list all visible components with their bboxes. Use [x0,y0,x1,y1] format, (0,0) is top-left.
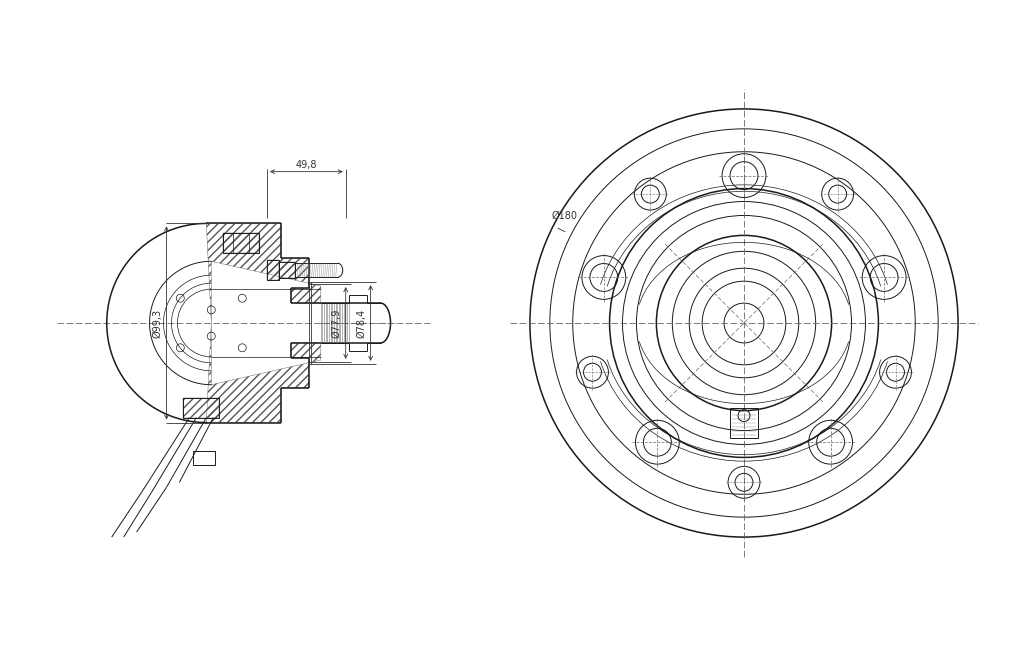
Text: Ø180: Ø180 [551,211,577,221]
Text: Ø78,4: Ø78,4 [356,308,367,338]
Text: Ø77,9: Ø77,9 [332,308,342,338]
Bar [184,398,220,417]
Bar [233,233,249,253]
Bar [279,262,295,278]
Text: 49,8: 49,8 [296,160,318,170]
Bar [193,452,215,465]
Bar [730,408,758,437]
Text: Ø99,3: Ø99,3 [152,308,162,338]
Bar [224,233,259,253]
Bar [268,260,279,280]
